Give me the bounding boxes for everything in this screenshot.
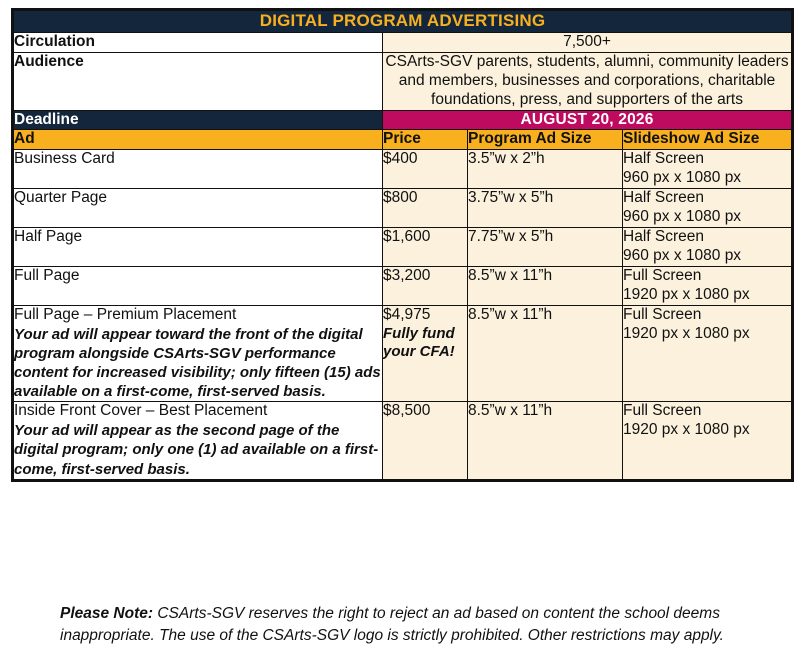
slideshow-size-line-2: 1920 px x 1080 px (623, 421, 750, 439)
price-cell: $800 (382, 188, 468, 228)
deadline-value: AUGUST 20, 2026 (381, 109, 794, 131)
program-size-cell: 8.5”w x 11”h (467, 304, 623, 403)
price-value: $8,500 (383, 402, 431, 420)
ad-cell: Business Card (12, 149, 383, 190)
price-cell: $8,500 (382, 401, 468, 481)
slideshow-size-line-1: Half Screen (623, 189, 704, 207)
please-note-lead: Please Note: (60, 605, 154, 622)
price-value: $800 (383, 189, 418, 207)
price-note: Fully fund your CFA! (383, 324, 455, 361)
slideshow-size-cell: Half Screen 960 px x 1080 px (621, 226, 794, 267)
ad-description: Your ad will appear toward the front of … (14, 325, 381, 401)
ad-title: Full Page (14, 266, 80, 284)
ad-title: Inside Front Cover – Best Placement (14, 402, 268, 420)
table-row: Inside Front Cover – Best Placement Your… (12, 401, 794, 481)
banner-cell: DIGITAL PROGRAM ADVERTISING (11, 9, 794, 33)
slideshow-size-cell: Half Screen 960 px x 1080 px (621, 188, 794, 228)
ad-title: Quarter Page (14, 189, 108, 207)
column-header-row: Ad Price Program Ad Size Slideshow Ad Si… (12, 129, 794, 151)
program-size-cell: 3.5”w x 2”h (467, 149, 623, 190)
slideshow-size-line-2: 960 px x 1080 px (623, 246, 742, 264)
audience-value: CSArts-SGV parents, students, alumni, co… (381, 51, 794, 111)
ad-title: Full Page – Premium Placement (14, 305, 237, 323)
table-row: Business Card $400 3.5”w x 2”h Half Scre… (12, 149, 794, 190)
ad-cell: Full Page (12, 265, 383, 306)
program-size-cell: 7.75”w x 5”h (467, 226, 623, 267)
table-row: Full Page $3,200 8.5”w x 11”h Full Scree… (12, 265, 794, 306)
program-size-cell: 8.5”w x 11”h (467, 401, 623, 481)
deadline-row: Deadline AUGUST 20, 2026 (12, 109, 794, 131)
ad-description: Your ad will appear as the second page o… (14, 422, 379, 478)
ad-title: Half Page (14, 227, 83, 245)
program-size-cell: 3.75”w x 5”h (467, 188, 623, 228)
slideshow-size-line-2: 960 px x 1080 px (623, 169, 742, 187)
table-row: Quarter Page $800 3.75”w x 5”h Half Scre… (12, 188, 794, 228)
price-cell: $400 (382, 149, 468, 190)
ad-cell: Inside Front Cover – Best Placement Your… (12, 401, 383, 481)
please-note-footer: Please Note: CSArts-SGV reserves the rig… (60, 603, 760, 647)
table-row: Half Page $1,600 7.75”w x 5”h Half Scree… (12, 226, 794, 267)
deadline-label: Deadline (12, 109, 383, 131)
column-header-program-ad-size: Program Ad Size (467, 129, 623, 151)
column-header-ad: Ad (12, 129, 383, 151)
ad-title: Business Card (14, 150, 115, 168)
circulation-value: 7,500+ (381, 31, 794, 53)
column-header-price: Price (382, 129, 468, 151)
slideshow-size-cell: Full Screen 1920 px x 1080 px (621, 304, 794, 403)
circulation-row: Circulation 7,500+ (12, 31, 794, 53)
slideshow-size-line-1: Half Screen (623, 150, 704, 168)
table-row: Full Page – Premium Placement Your ad wi… (12, 304, 794, 403)
ad-cell: Half Page (12, 226, 383, 267)
advertising-rate-table: DIGITAL PROGRAM ADVERTISING Circulation … (11, 8, 795, 482)
ad-cell: Quarter Page (12, 188, 383, 228)
slideshow-size-line-1: Full Screen (623, 402, 702, 420)
circulation-label: Circulation (12, 31, 383, 53)
price-value: $3,200 (383, 266, 431, 284)
column-header-slideshow-ad-size: Slideshow Ad Size (621, 129, 794, 151)
price-cell: $3,200 (382, 265, 468, 306)
price-value: $1,600 (383, 227, 431, 245)
slideshow-size-line-2: 1920 px x 1080 px (623, 285, 750, 303)
slideshow-size-cell: Full Screen 1920 px x 1080 px (621, 265, 794, 306)
slideshow-size-line-2: 1920 px x 1080 px (623, 324, 750, 342)
please-note-text: CSArts-SGV reserves the right to reject … (60, 605, 724, 644)
slideshow-size-cell: Half Screen 960 px x 1080 px (621, 149, 794, 190)
price-value: $4,975 (383, 305, 431, 323)
ad-cell: Full Page – Premium Placement Your ad wi… (12, 304, 383, 403)
price-value: $400 (383, 150, 418, 168)
slideshow-size-line-1: Half Screen (623, 227, 704, 245)
program-size-cell: 8.5”w x 11”h (467, 265, 623, 306)
price-cell: $1,600 (382, 226, 468, 267)
audience-label: Audience (12, 51, 383, 111)
price-cell: $4,975 Fully fund your CFA! (382, 304, 468, 403)
slideshow-size-line-2: 960 px x 1080 px (623, 208, 742, 226)
page-title: DIGITAL PROGRAM ADVERTISING (259, 11, 546, 30)
slideshow-size-cell: Full Screen 1920 px x 1080 px (621, 401, 794, 481)
banner-row: DIGITAL PROGRAM ADVERTISING (11, 9, 794, 33)
slideshow-size-line-1: Full Screen (623, 305, 702, 323)
audience-row: Audience CSArts-SGV parents, students, a… (12, 51, 794, 111)
slideshow-size-line-1: Full Screen (623, 266, 702, 284)
